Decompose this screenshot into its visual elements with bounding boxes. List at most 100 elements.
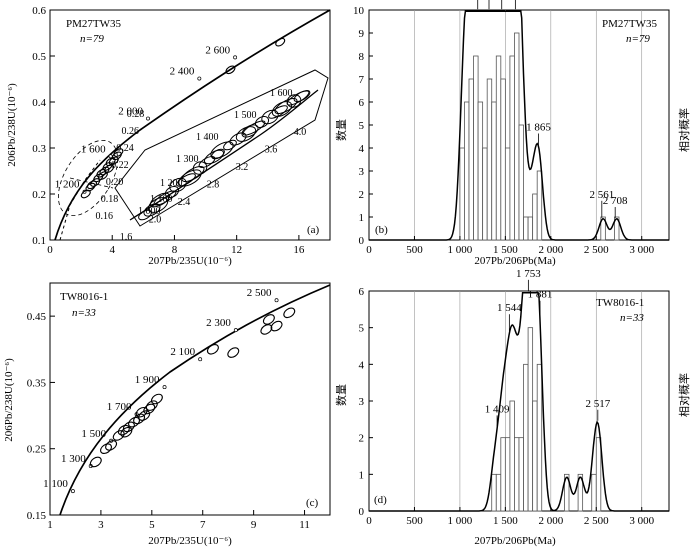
panel-d-peak-label: 2 517 xyxy=(585,398,610,410)
panel-a-ylabel: 206Pb/238U(10⁻⁶) xyxy=(6,83,18,167)
panel-c-concordia-age-point xyxy=(162,385,167,390)
panel-c-frame xyxy=(49,282,331,516)
panel-a-inset-frame xyxy=(114,69,329,227)
panel-c-ytick-label: 0.35 xyxy=(27,377,47,389)
panel-a-xlabel: 207Pb/235U(10⁻⁶) xyxy=(148,255,232,267)
panel-b-histogram-bar xyxy=(518,124,524,241)
panel-d-histogram-bar xyxy=(514,437,520,512)
panel-d-histogram-bar xyxy=(527,327,534,512)
panel-d-xtick-label: 1 000 xyxy=(448,515,473,527)
panel-c-concordia-age-label: 2 100 xyxy=(170,346,195,358)
panel-a-xtick-label: 4 xyxy=(109,244,115,256)
panel-c-xtick-label: 9 xyxy=(251,519,257,531)
panel-b-ytick-label: 3 xyxy=(359,166,365,178)
inset-data-ellipse xyxy=(176,173,196,187)
inset-data-ellipse xyxy=(169,177,187,193)
panel-b-ytick-label: 1 xyxy=(359,212,365,224)
panel-d-xtick-label: 1 500 xyxy=(493,515,518,527)
panel-a-xtick-label: 0 xyxy=(47,244,53,256)
panel-c-data-ellipse xyxy=(262,314,275,325)
panel-c-xtick-label: 7 xyxy=(200,519,206,531)
panel-a-concordia-labels: 1 200 1 600 2 000 2 400 2 600 xyxy=(55,44,238,194)
panel-a-sample-label: PM27TW35 xyxy=(66,18,122,30)
panel-c-data-ellipse xyxy=(150,393,163,405)
panel-a-concordia-age-point xyxy=(108,154,113,159)
panel-c-xtick-label: 5 xyxy=(149,519,155,531)
panel-b-ytick-label: 7 xyxy=(359,74,365,86)
panel-b-xlabel: 207Pb/206Pb(Ma) xyxy=(474,255,556,267)
panel-b-histogram-bar xyxy=(495,55,502,241)
panel-a-highlight-ellipse xyxy=(58,139,118,217)
panel-b-histogram-bar xyxy=(600,216,606,241)
panel-b-n-label: n=79 xyxy=(626,33,650,45)
panel-d-xtick-label: 2 500 xyxy=(584,515,609,527)
inset-ytick-label: 0.22 xyxy=(111,160,129,171)
inset-ytick-label: 0.16 xyxy=(96,211,114,222)
inset-ytick-label: 0.24 xyxy=(116,143,134,154)
panel-d-histogram-bar xyxy=(564,473,570,512)
panel-c-data-ellipse xyxy=(89,456,102,468)
panel-b-ytick-label: 5 xyxy=(359,120,365,132)
inset-data-ellipse xyxy=(178,169,202,187)
panel-d-histogram-bar xyxy=(532,400,538,512)
panel-c-data-ellipse xyxy=(105,440,118,451)
panel-c-concordia-age-label: 1 500 xyxy=(81,428,106,440)
panel-b-histogram-bar xyxy=(464,101,470,241)
panel-b-histogram-bar xyxy=(532,193,538,241)
panel-c-data-ellipse xyxy=(227,347,240,358)
panel-b-ytick-label: 10 xyxy=(353,5,365,17)
panel-d-histogram-bar xyxy=(495,473,502,512)
panel-b-histogram-bar xyxy=(509,55,515,241)
panel-d-n-label: n=33 xyxy=(620,312,644,324)
inset-age-label: 1 300 xyxy=(176,154,199,165)
panel-c-data-ellipse xyxy=(100,443,112,455)
inset-data-ellipse xyxy=(286,90,310,106)
panel-c-ytick-label: 0.15 xyxy=(27,510,47,522)
inset-data-ellipse xyxy=(241,124,259,138)
panel-a-concordia-age-point xyxy=(146,116,150,121)
panel-a-ytick-label: 0.5 xyxy=(32,51,46,63)
panel-d-xtick-label: 500 xyxy=(406,515,423,527)
panel-c-concordia-age-point xyxy=(233,328,238,333)
inset-data-ellipse xyxy=(149,192,171,208)
inset-age-label: 1 400 xyxy=(196,132,219,143)
inset-xtick-label: 3.2 xyxy=(236,162,249,173)
panel-d-panel-label: (d) xyxy=(374,494,387,506)
panel-a-xtick-label: 16 xyxy=(293,244,305,256)
panel-b-histogram-bar xyxy=(486,78,493,241)
panel-d-ytick-label: 4 xyxy=(359,359,365,371)
inset-xtick-label: 2.0 xyxy=(149,215,162,226)
panel-a-panel-label: (a) xyxy=(307,224,320,236)
panel-b-histogram: 0 500 1 000 1 500 2 000 2 500 3 000 0 1 2 3 4 5 6 7 8 9 1… xyxy=(335,0,691,267)
panel-c-n-label: n=33 xyxy=(72,307,96,319)
inset-xtick-label: 1.6 xyxy=(120,232,133,243)
panel-a-concordia-age-point xyxy=(233,55,238,60)
inset-data-ellipse xyxy=(192,161,208,175)
panel-b-histogram-bar xyxy=(468,78,474,241)
inset-data-ellipse xyxy=(223,139,237,151)
panel-b-histogram-bar xyxy=(482,147,488,241)
panel-c-panel-label: (c) xyxy=(306,497,319,509)
panel-b-histogram-bar xyxy=(459,147,465,241)
panel-d-ytick-label: 6 xyxy=(359,286,365,298)
inset-ytick-label: 0.26 xyxy=(122,126,140,137)
panel-b-histogram-bar xyxy=(500,78,506,241)
panel-d-histogram-bar xyxy=(504,437,511,512)
panel-d-ytick-label: 3 xyxy=(359,396,365,408)
panel-a-axes: 0 4 8 12 16 0.1 0.2 0.3 0.4 0.5 0.6 xyxy=(32,5,305,256)
panel-c-data-ellipse xyxy=(206,343,219,355)
panel-c-concordia-age-label: 1 900 xyxy=(135,374,160,386)
panel-b-histogram-bar xyxy=(523,216,529,241)
panel-a-concordia-age-label: 1 600 xyxy=(81,143,106,155)
panel-b-ytick-label: 0 xyxy=(359,235,365,247)
panel-a-concordia-age-label: 2 000 xyxy=(118,106,143,118)
panel-c-data-ellipse xyxy=(117,424,130,436)
inset-ytick-label: 0.18 xyxy=(101,194,119,205)
panel-b-xtick-label: 1 500 xyxy=(493,244,518,256)
panel-c-axes: 1 3 5 7 9 11 0.15 0.25 0.35 0.45 xyxy=(27,311,310,531)
panel-b-histogram-bar xyxy=(527,216,534,241)
panel-d-bars xyxy=(491,327,602,512)
panel-a-data-ellipse xyxy=(113,148,124,157)
panel-d-axes: 0 500 1 000 1 500 2 000 2 500 3 000 0 1 2 3 4 5 6 xyxy=(359,286,655,527)
